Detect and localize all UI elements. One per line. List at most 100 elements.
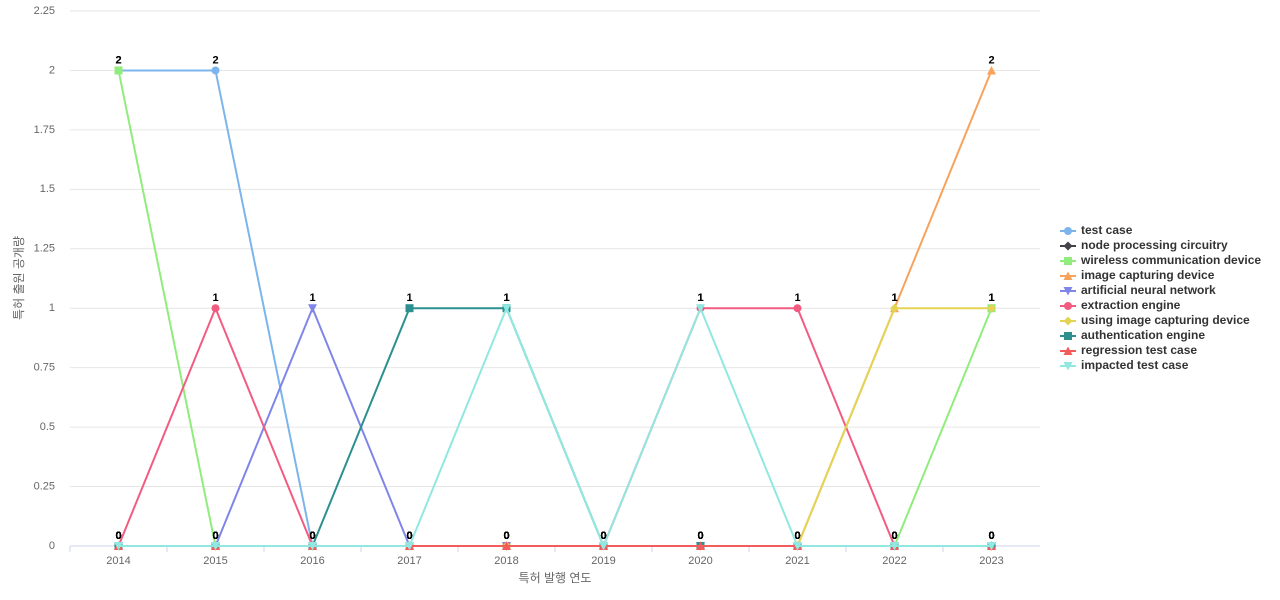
data-label: 0 [406, 530, 412, 542]
legend-label: wireless communication device [1080, 253, 1261, 267]
data-label: 0 [988, 530, 994, 542]
data-label: 0 [309, 530, 315, 542]
data-label: 0 [697, 530, 703, 542]
data-label: 0 [115, 530, 121, 542]
data-label: 0 [309, 530, 315, 542]
data-label: 0 [115, 530, 121, 542]
y-axis-title: 특허 출원 공개량 [12, 236, 26, 320]
y-tick-label: 1 [49, 302, 55, 314]
x-tick-label: 2016 [300, 555, 324, 567]
data-label: 0 [600, 530, 606, 542]
data-label: 0 [794, 530, 800, 542]
x-tick-label: 2022 [882, 555, 906, 567]
data-label: 1 [406, 292, 412, 304]
data-label: 2 [988, 54, 994, 66]
data-label: 0 [988, 530, 994, 542]
x-tick-label: 2014 [106, 555, 130, 567]
x-tick-label: 2018 [494, 555, 518, 567]
data-label: 0 [891, 530, 897, 542]
data-label: 0 [794, 530, 800, 542]
data-label: 2 [212, 54, 218, 66]
legend-label: extraction engine [1081, 298, 1181, 312]
point [987, 303, 996, 313]
data-label: 0 [212, 530, 218, 542]
point [502, 304, 511, 313]
legend-symbol [1063, 316, 1073, 326]
point [793, 542, 802, 551]
point [890, 542, 899, 551]
data-label: 0 [988, 530, 994, 542]
y-tick-label: 0 [49, 540, 55, 552]
point [308, 542, 317, 551]
x-tick-label: 2015 [203, 555, 227, 567]
data-label: 0 [406, 530, 412, 542]
legend-label: test case [1081, 223, 1133, 237]
data-label: 0 [988, 530, 994, 542]
data-label: 0 [600, 530, 606, 542]
data-label: 1 [309, 292, 315, 304]
data-label: 0 [600, 530, 606, 542]
data-label: 2 [115, 54, 121, 66]
data-label: 0 [600, 530, 606, 542]
point [987, 542, 996, 551]
y-tick-label: 1.25 [34, 243, 55, 255]
data-label: 1 [988, 292, 994, 304]
data-label: 0 [115, 530, 121, 542]
data-label: 0 [406, 530, 412, 542]
data-label: 0 [600, 530, 606, 542]
data-label: 0 [697, 530, 703, 542]
legend-label: artificial neural network [1081, 283, 1216, 297]
data-label: 0 [406, 530, 412, 542]
y-tick-label: 2 [49, 64, 55, 76]
data-label: 0 [600, 530, 606, 542]
point [793, 304, 802, 313]
data-label: 0 [115, 530, 121, 542]
data-label: 0 [600, 530, 606, 542]
data-label: 0 [212, 530, 218, 542]
data-label: 0 [115, 530, 121, 542]
data-label: 0 [503, 530, 509, 542]
data-label: 0 [600, 530, 606, 542]
y-tick-label: 0.25 [34, 480, 55, 492]
legend-symbol [1064, 227, 1072, 235]
data-label: 0 [891, 530, 897, 542]
y-tick-label: 1.5 [40, 183, 55, 195]
data-label: 0 [891, 530, 897, 542]
data-label: 0 [115, 530, 121, 542]
legend-label: regression test case [1081, 343, 1197, 357]
point [114, 66, 123, 75]
data-label: 0 [212, 530, 218, 542]
legend-label: using image capturing device [1081, 313, 1250, 327]
point [696, 541, 705, 550]
data-label: 0 [891, 530, 897, 542]
data-label: 0 [697, 530, 703, 542]
point [987, 65, 996, 75]
data-label: 0 [503, 530, 509, 542]
x-tick-label: 2023 [979, 555, 1003, 567]
data-label: 0 [406, 530, 412, 542]
data-label: 1 [891, 292, 897, 304]
data-label: 0 [212, 530, 218, 542]
data-label: 0 [794, 530, 800, 542]
data-label: 0 [794, 530, 800, 542]
data-label: 0 [794, 530, 800, 542]
series [114, 304, 996, 551]
data-label: 1 [212, 292, 218, 304]
data-label: 1 [697, 292, 703, 304]
data-label: 1 [503, 292, 509, 304]
x-tick-label: 2017 [397, 555, 421, 567]
data-label: 0 [212, 530, 218, 542]
legend-symbol [1063, 271, 1073, 280]
legend-symbol [1064, 257, 1072, 265]
point [308, 304, 317, 313]
x-tick-label: 2019 [591, 555, 615, 567]
data-label: 0 [794, 530, 800, 542]
legend-symbol [1063, 287, 1073, 296]
data-label: 0 [503, 530, 509, 542]
data-label: 0 [406, 530, 412, 542]
data-label: 0 [212, 530, 218, 542]
x-axis-title: 특허 발행 연도 [519, 570, 592, 585]
point [696, 304, 705, 313]
y-tick-label: 0.75 [34, 362, 55, 374]
